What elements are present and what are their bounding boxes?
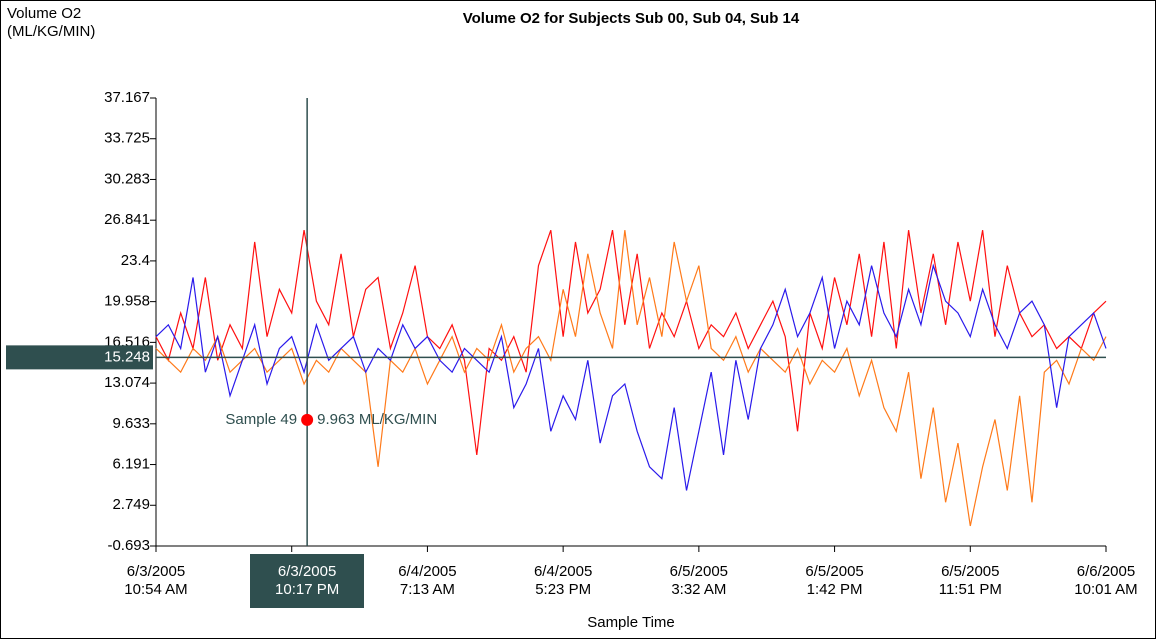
y-tick-label: 9.633 bbox=[112, 415, 150, 432]
x-tick-label: 6/6/2005 10:01 AM bbox=[1074, 563, 1138, 598]
x-tick-label: 6/5/2005 3:32 AM bbox=[669, 563, 729, 598]
y-tick-label: 2.749 bbox=[112, 496, 150, 513]
annotation-point bbox=[301, 413, 314, 426]
cursor-x-label: 6/3/2005 10:17 PM bbox=[250, 554, 365, 608]
y-tick-label: 26.841 bbox=[104, 211, 150, 228]
series-line bbox=[155, 229, 1107, 456]
y-tick-label: 6.191 bbox=[112, 456, 150, 473]
x-tick-label: 6/3/2005 10:54 AM bbox=[124, 563, 188, 598]
cursor-y-label: 15.248 bbox=[104, 348, 150, 365]
series-line bbox=[155, 230, 1107, 527]
y-tick-label: -0.693 bbox=[107, 537, 150, 554]
annotation-label: Sample 49 bbox=[225, 411, 297, 428]
y-axis-title: Volume O2 (ML/KG/MIN) bbox=[7, 5, 96, 40]
y-tick-label: 37.167 bbox=[104, 89, 150, 106]
series-line bbox=[155, 263, 1107, 491]
x-tick-label: 6/5/2005 1:42 PM bbox=[805, 563, 864, 598]
x-tick-label: 6/5/2005 11:51 PM bbox=[938, 563, 1002, 598]
y-tick-label: 13.074 bbox=[104, 374, 150, 391]
y-tick-label: 23.4 bbox=[121, 252, 150, 269]
cursor-y-box bbox=[6, 345, 153, 370]
y-tick-label: 19.958 bbox=[104, 293, 150, 310]
chart-title: Volume O2 for Subjects Sub 00, Sub 04, S… bbox=[463, 10, 800, 27]
y-tick-label: 33.725 bbox=[104, 130, 150, 147]
x-tick-label: 6/4/2005 5:23 PM bbox=[533, 563, 593, 598]
annotation-value: 9.963 ML/KG/MIN bbox=[317, 411, 437, 428]
x-axis-title: Sample Time bbox=[587, 614, 675, 631]
y-tick-label: 30.283 bbox=[104, 170, 150, 187]
x-tick-label: 6/4/2005 7:13 AM bbox=[398, 563, 457, 598]
